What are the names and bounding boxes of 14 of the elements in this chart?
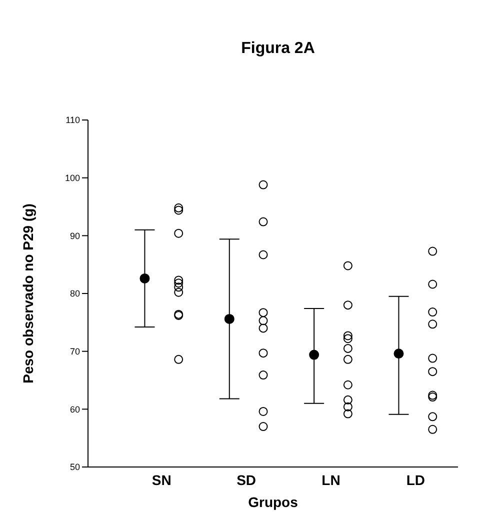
x-axis-title: Grupos	[248, 494, 298, 510]
x-tick-label: SN	[152, 472, 172, 488]
y-tick-label: 110	[66, 115, 80, 126]
y-tick-label: 70	[70, 346, 80, 357]
y-tick-label: 60	[70, 404, 80, 414]
y-tick-label: 90	[70, 230, 80, 241]
x-tick-label: LD	[406, 472, 425, 488]
y-axis-title: Peso observado no P29 (g)	[20, 204, 36, 384]
y-tick-label: 50	[70, 462, 80, 472]
x-tick-label: LN	[322, 472, 340, 488]
chart-title: Figura 2A	[240, 40, 316, 58]
x-tick-label: SD	[236, 472, 256, 488]
y-tick-label: 80	[70, 288, 80, 299]
y-tick-label: 100	[64, 173, 80, 184]
